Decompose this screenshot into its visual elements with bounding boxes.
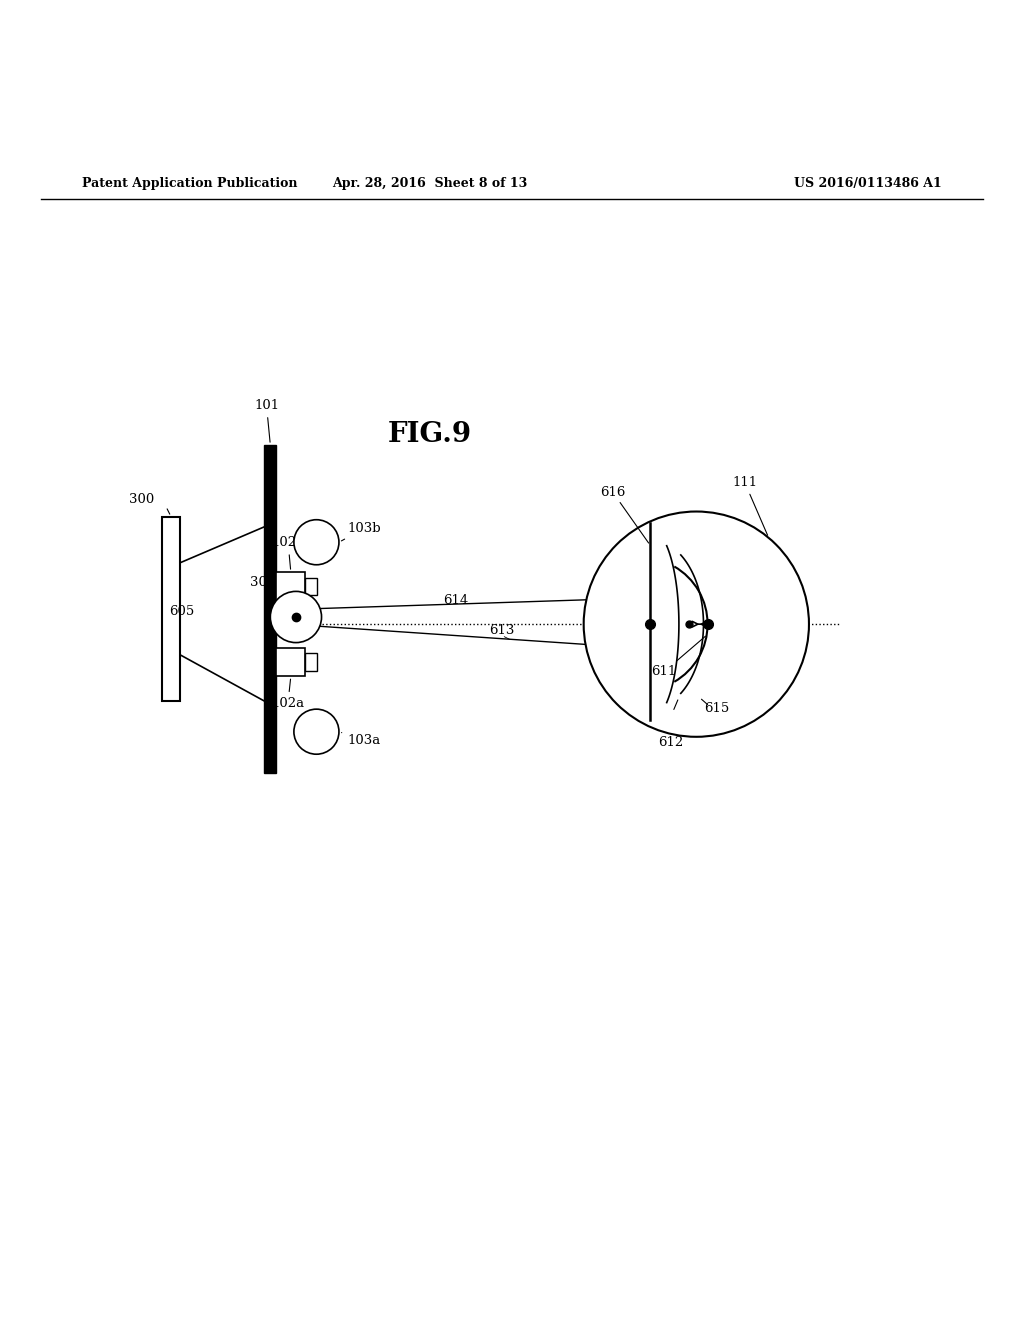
Text: US 2016/0113486 A1: US 2016/0113486 A1 xyxy=(795,177,942,190)
Text: 101: 101 xyxy=(254,399,280,442)
FancyBboxPatch shape xyxy=(162,516,180,701)
Text: 300: 300 xyxy=(129,494,154,507)
Text: 102a: 102a xyxy=(271,680,304,710)
Circle shape xyxy=(270,591,322,643)
Text: 616: 616 xyxy=(600,486,625,499)
Text: 611: 611 xyxy=(651,636,706,678)
Text: 615: 615 xyxy=(705,702,729,715)
Circle shape xyxy=(294,520,339,565)
Text: 614: 614 xyxy=(443,594,468,607)
Text: 303: 303 xyxy=(250,577,275,614)
Text: 613: 613 xyxy=(489,624,514,638)
FancyBboxPatch shape xyxy=(276,648,305,676)
Text: Patent Application Publication: Patent Application Publication xyxy=(82,177,297,190)
FancyBboxPatch shape xyxy=(305,653,317,671)
FancyBboxPatch shape xyxy=(276,572,305,601)
Text: Apr. 28, 2016  Sheet 8 of 13: Apr. 28, 2016 Sheet 8 of 13 xyxy=(333,177,527,190)
Text: 111: 111 xyxy=(732,477,768,536)
Text: 605: 605 xyxy=(169,606,195,618)
Text: 103a: 103a xyxy=(342,733,380,747)
Text: 103b: 103b xyxy=(341,521,381,541)
FancyBboxPatch shape xyxy=(305,578,317,595)
Circle shape xyxy=(584,512,809,737)
Text: 612: 612 xyxy=(658,735,683,748)
FancyBboxPatch shape xyxy=(264,445,276,772)
Text: 102b: 102b xyxy=(271,536,305,569)
Circle shape xyxy=(294,709,339,754)
Text: FIG.9: FIG.9 xyxy=(388,421,472,449)
